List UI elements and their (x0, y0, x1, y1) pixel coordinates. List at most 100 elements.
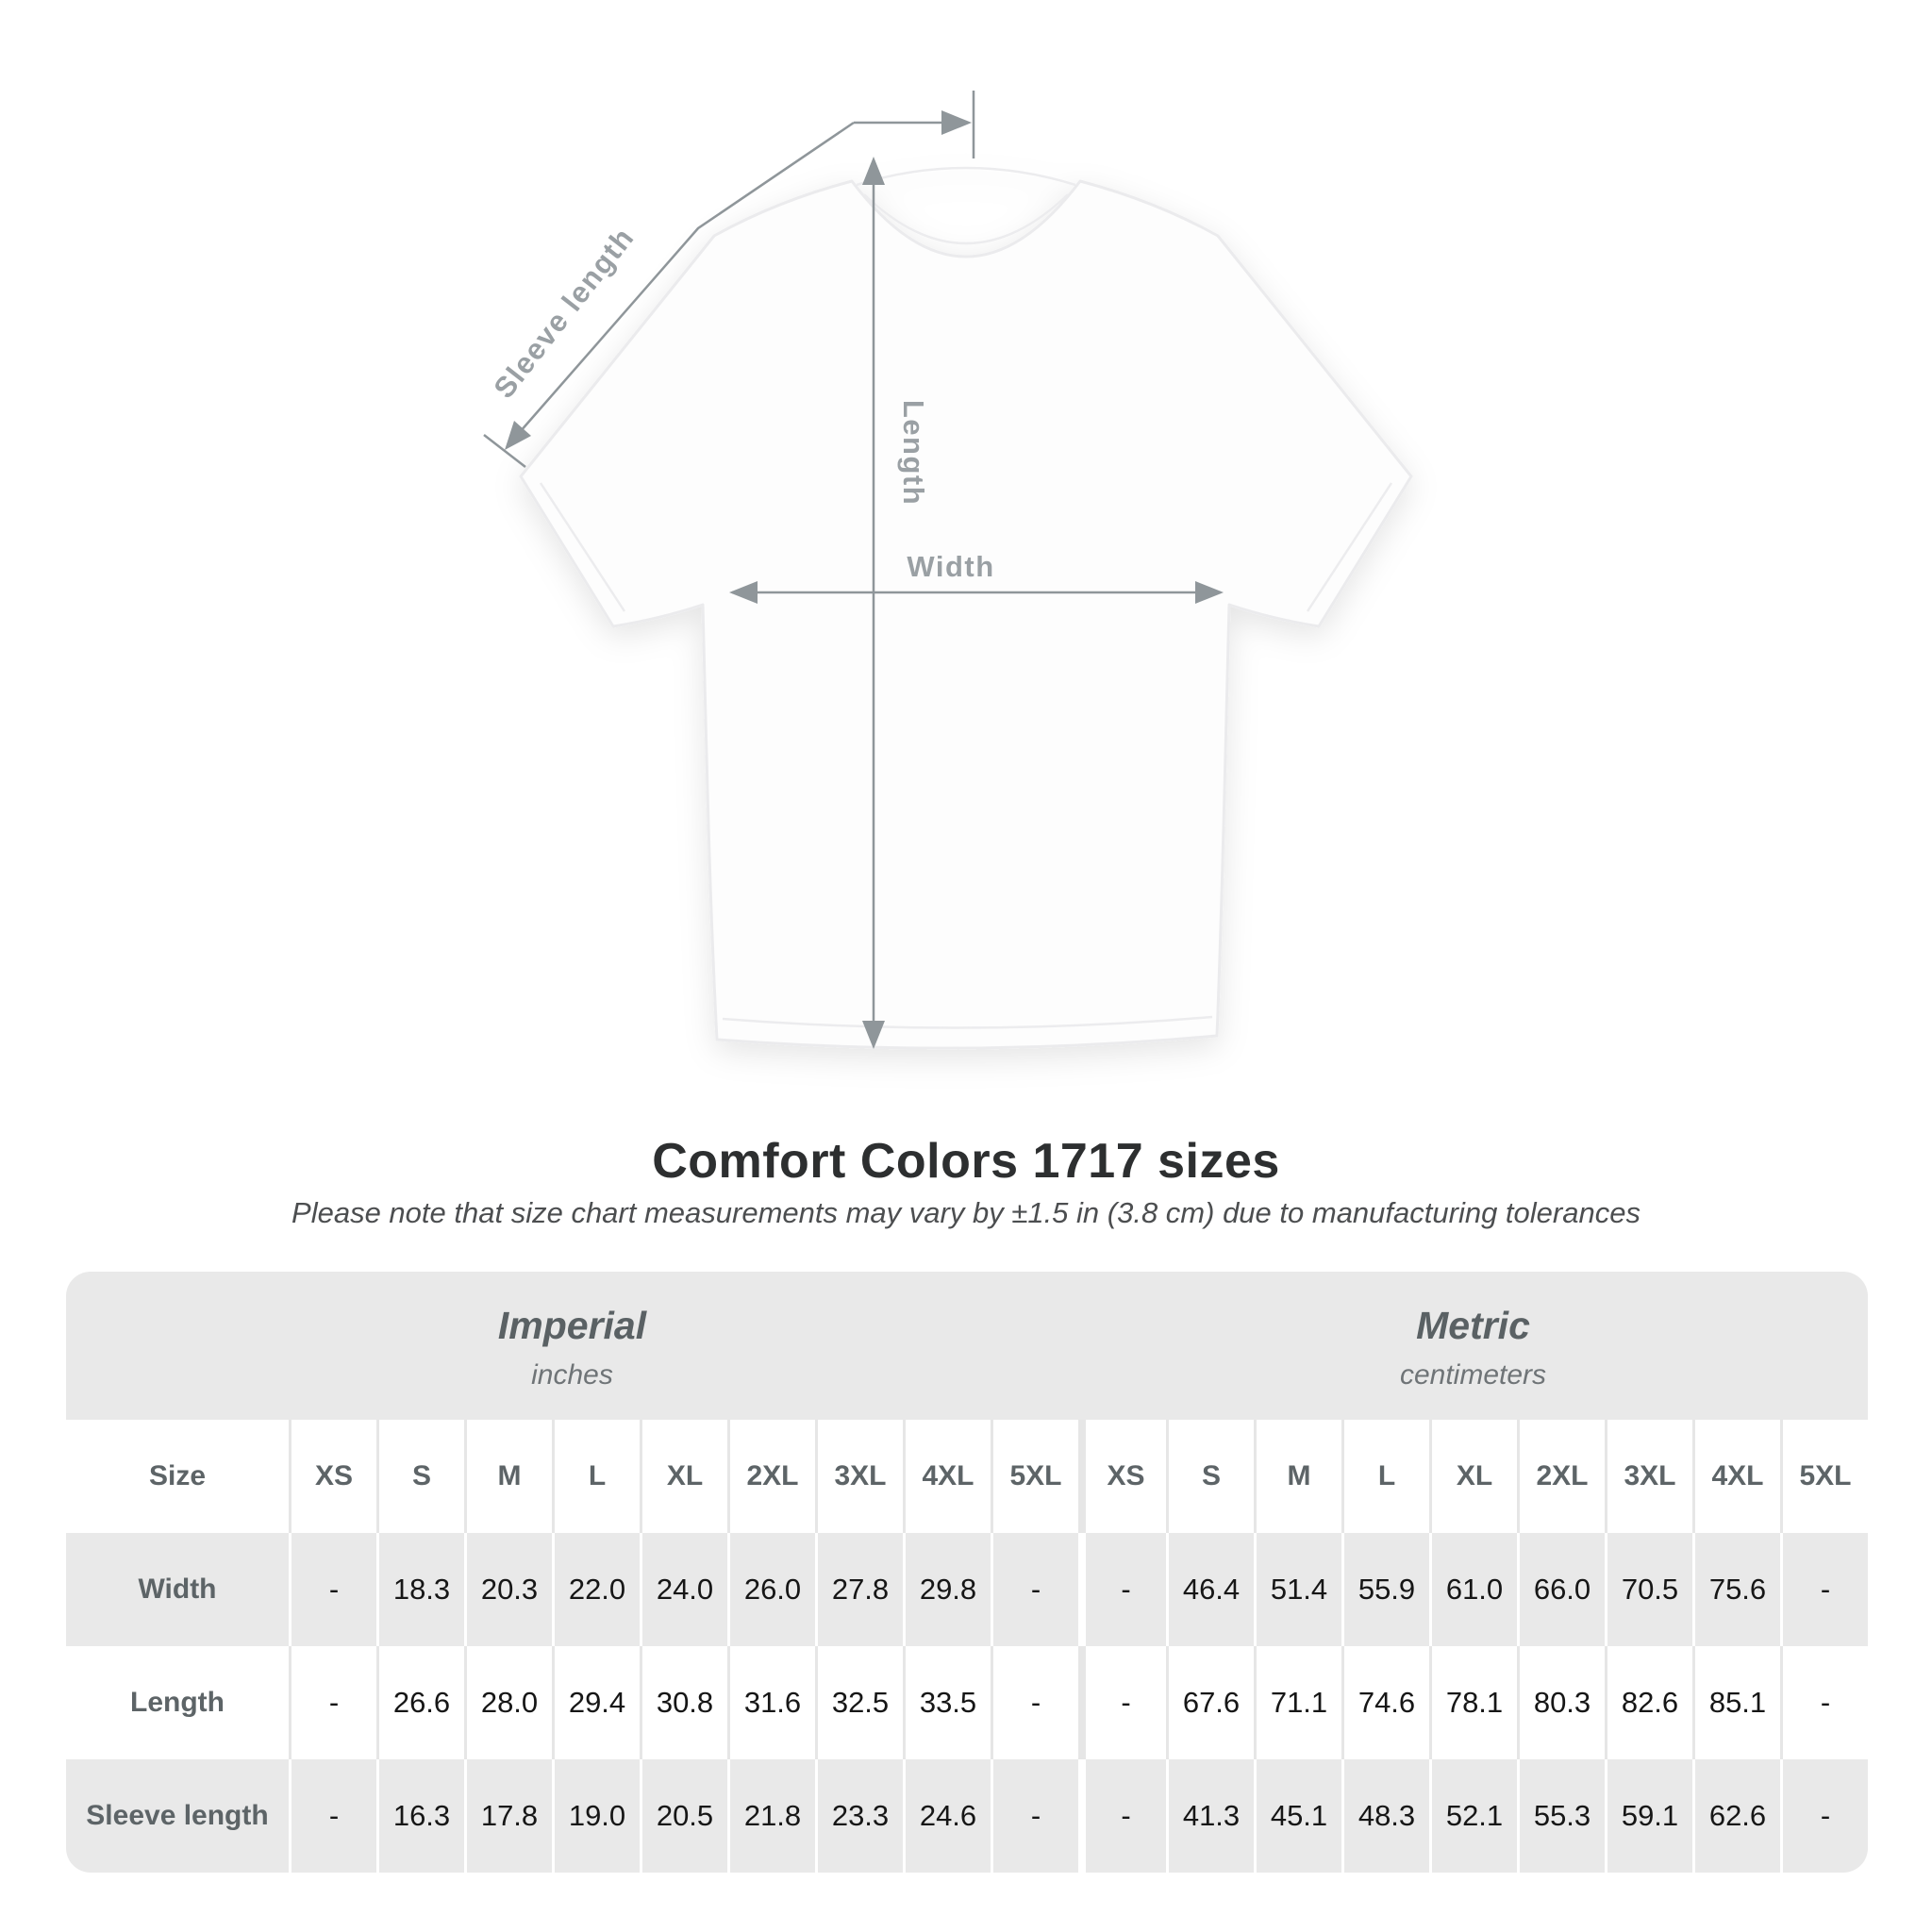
size-header-metric-5xl: 5XL (1780, 1420, 1868, 1533)
sleeve-imperial-xs: - (289, 1759, 376, 1873)
length-imperial-xs: - (289, 1646, 376, 1759)
size-table: Imperial inches Metric centimeters Size … (66, 1272, 1868, 1873)
width-imperial-2xl: 26.0 (727, 1533, 815, 1646)
size-header-metric-xl: XL (1429, 1420, 1517, 1533)
length-metric-xl: 78.1 (1429, 1646, 1517, 1759)
tshirt-size-diagram: Sleeve length Length Width (483, 91, 1413, 1050)
unit-section-band: Imperial inches Metric centimeters (66, 1272, 1868, 1420)
size-header-metric-xs: XS (1078, 1420, 1166, 1533)
imperial-section-title: Imperial (497, 1304, 647, 1347)
row-label-width: Width (138, 1574, 217, 1605)
width-metric-3xl: 70.5 (1605, 1533, 1692, 1646)
sleeve-imperial-l: 19.0 (552, 1759, 640, 1873)
length-metric-2xl: 80.3 (1517, 1646, 1605, 1759)
sleeve-imperial-2xl: 21.8 (727, 1759, 815, 1873)
size-header-imperial-xs: XS (289, 1420, 376, 1533)
width-right-arrowhead (1195, 581, 1224, 604)
length-metric-l: 74.6 (1341, 1646, 1429, 1759)
width-metric-s: 46.4 (1166, 1533, 1254, 1646)
width-metric-2xl: 66.0 (1517, 1533, 1605, 1646)
collar-back-seam (856, 166, 1076, 187)
width-label: Width (907, 550, 994, 583)
width-metric-4xl: 75.6 (1692, 1533, 1780, 1646)
metric-section-unit: centimeters (1399, 1359, 1547, 1391)
size-header-metric-l: L (1341, 1420, 1429, 1533)
length-metric-5xl: - (1780, 1646, 1868, 1759)
size-header-metric-4xl: 4XL (1692, 1420, 1780, 1533)
sleeve-metric-l: 48.3 (1341, 1759, 1429, 1873)
length-imperial-4xl: 33.5 (903, 1646, 991, 1759)
length-imperial-xl: 30.8 (640, 1646, 727, 1759)
width-metric-5xl: - (1780, 1533, 1868, 1646)
sleeve-metric-3xl: 59.1 (1605, 1759, 1692, 1873)
sleeve-length-line (519, 121, 855, 433)
length-imperial-s: 26.6 (376, 1646, 464, 1759)
size-header-imperial-xl: XL (640, 1420, 727, 1533)
sleeve-imperial-m: 17.8 (464, 1759, 552, 1873)
table-header-row: Size XS S M L XL 2XL 3XL 4XL 5XL XS S M … (66, 1420, 1868, 1533)
metric-section-header: Metric centimeters (1078, 1272, 1868, 1420)
sleeve-length-right-arrowhead (941, 110, 972, 135)
width-metric-l: 55.9 (1341, 1533, 1429, 1646)
size-header-metric-s: S (1166, 1420, 1254, 1533)
length-label: Length (897, 400, 930, 506)
sleeve-imperial-4xl: 24.6 (903, 1759, 991, 1873)
width-imperial-5xl: - (991, 1533, 1078, 1646)
size-header-metric-2xl: 2XL (1517, 1420, 1605, 1533)
sleeve-length-end-tick (483, 434, 526, 468)
length-metric-m: 71.1 (1254, 1646, 1341, 1759)
length-imperial-2xl: 31.6 (727, 1646, 815, 1759)
size-header-imperial-s: S (376, 1420, 464, 1533)
imperial-section-header: Imperial inches (66, 1272, 1078, 1420)
width-metric-xl: 61.0 (1429, 1533, 1517, 1646)
collar-inner-seam (863, 193, 1069, 245)
hem-seam (722, 1015, 1213, 1029)
size-column-header: Size (148, 1460, 207, 1491)
left-cuff-seam (539, 482, 626, 612)
width-imperial-s: 18.3 (376, 1533, 464, 1646)
sleeve-metric-xl: 52.1 (1429, 1759, 1517, 1873)
page-title: Comfort Colors 1717 sizes (652, 1134, 1280, 1189)
tshirt-illustration (519, 166, 1413, 1050)
size-header-imperial-4xl: 4XL (903, 1420, 991, 1533)
width-imperial-m: 20.3 (464, 1533, 552, 1646)
length-metric-s: 67.6 (1166, 1646, 1254, 1759)
length-imperial-l: 29.4 (552, 1646, 640, 1759)
metric-section-title: Metric (1416, 1304, 1530, 1347)
width-imperial-3xl: 27.8 (815, 1533, 903, 1646)
table-row-width: Width - 18.3 20.3 22.0 24.0 26.0 27.8 29… (66, 1533, 1868, 1646)
length-metric-3xl: 82.6 (1605, 1646, 1692, 1759)
right-cuff-seam (1306, 482, 1393, 612)
sleeve-metric-2xl: 55.3 (1517, 1759, 1605, 1873)
sleeve-metric-s: 41.3 (1166, 1759, 1254, 1873)
page-subtitle: Please note that size chart measurements… (291, 1196, 1641, 1229)
sleeve-metric-m: 45.1 (1254, 1759, 1341, 1873)
row-label-length: Length (130, 1687, 225, 1718)
size-header-imperial-2xl: 2XL (727, 1420, 815, 1533)
sleeve-imperial-s: 16.3 (376, 1759, 464, 1873)
size-header-imperial-m: M (464, 1420, 552, 1533)
length-imperial-3xl: 32.5 (815, 1646, 903, 1759)
length-metric-4xl: 85.1 (1692, 1646, 1780, 1759)
sleeve-imperial-xl: 20.5 (640, 1759, 727, 1873)
tshirt-body (519, 179, 1413, 1050)
imperial-section-unit: inches (531, 1359, 613, 1391)
width-imperial-l: 22.0 (552, 1533, 640, 1646)
size-header-metric-m: M (1254, 1420, 1341, 1533)
length-imperial-5xl: - (991, 1646, 1078, 1759)
size-header-imperial-5xl: 5XL (991, 1420, 1078, 1533)
table-row-length: Length - 26.6 28.0 29.4 30.8 31.6 32.5 3… (66, 1646, 1868, 1759)
width-left-arrowhead (729, 581, 758, 604)
sleeve-metric-5xl: - (1780, 1759, 1868, 1873)
width-imperial-xs: - (289, 1533, 376, 1646)
sleeve-metric-xs: - (1078, 1759, 1166, 1873)
sleeve-imperial-3xl: 23.3 (815, 1759, 903, 1873)
width-metric-xs: - (1078, 1533, 1166, 1646)
table-row-sleeve-length: Sleeve length - 16.3 17.8 19.0 20.5 21.8… (66, 1759, 1868, 1873)
length-metric-xs: - (1078, 1646, 1166, 1759)
width-metric-m: 51.4 (1254, 1533, 1341, 1646)
sleeve-metric-4xl: 62.6 (1692, 1759, 1780, 1873)
length-imperial-m: 28.0 (464, 1646, 552, 1759)
length-bottom-arrowhead (862, 1021, 885, 1049)
size-header-imperial-3xl: 3XL (815, 1420, 903, 1533)
